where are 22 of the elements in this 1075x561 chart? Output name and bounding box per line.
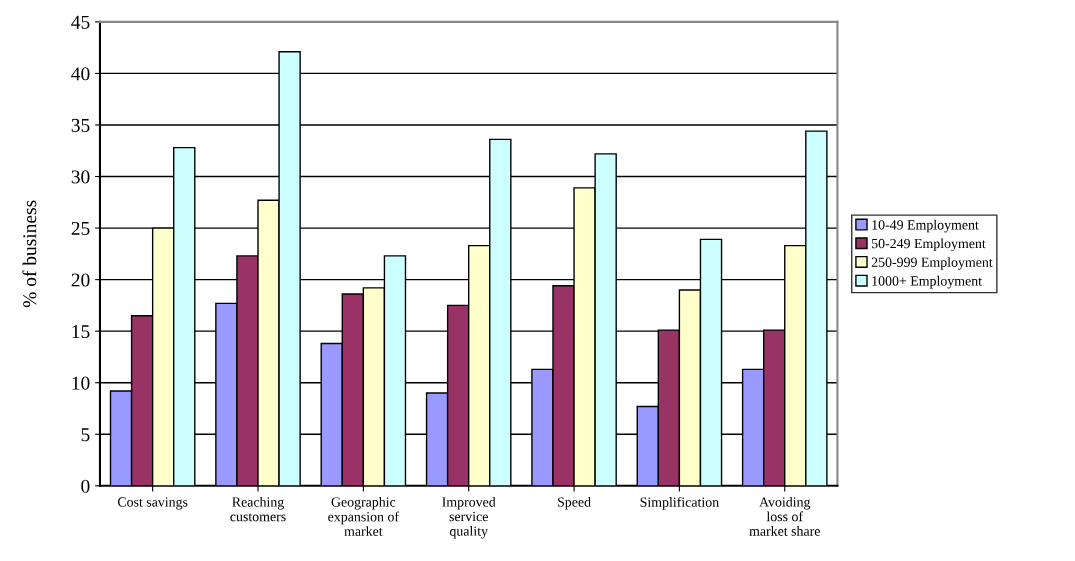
- legend-label: 10-49 Employment: [872, 219, 979, 233]
- x-tick-label: Improved service quality: [442, 496, 496, 539]
- legend-label: 50-249 Employment: [872, 238, 986, 252]
- y-tick-label: 40: [71, 67, 90, 81]
- y-tick-label: 0: [81, 479, 90, 493]
- y-tick-label: 15: [72, 325, 90, 339]
- x-tick-label: Reaching customers: [230, 496, 286, 522]
- x-tick-label: Simplification: [640, 496, 719, 510]
- x-tick-label: Speed: [558, 496, 591, 510]
- y-tick-label: 30: [71, 170, 90, 184]
- y-tick-label: 20: [71, 273, 90, 287]
- x-tick-label: Geographic expansion of market: [328, 496, 400, 536]
- y-tick-label: 5: [81, 428, 90, 442]
- legend-label: 250-999 Employment: [871, 257, 993, 270]
- y-tick-label: 45: [71, 15, 90, 29]
- x-tick-label: Cost savings: [117, 497, 188, 510]
- x-tick-label: Avoiding loss of market share: [749, 496, 820, 536]
- legend-label: 1000+ Employment: [872, 275, 982, 289]
- y-tick-label: 35: [71, 118, 90, 132]
- y-tick-label: 10: [72, 376, 90, 390]
- y-tick-label: 25: [71, 221, 90, 236]
- y-axis-title: % of business: [22, 200, 37, 308]
